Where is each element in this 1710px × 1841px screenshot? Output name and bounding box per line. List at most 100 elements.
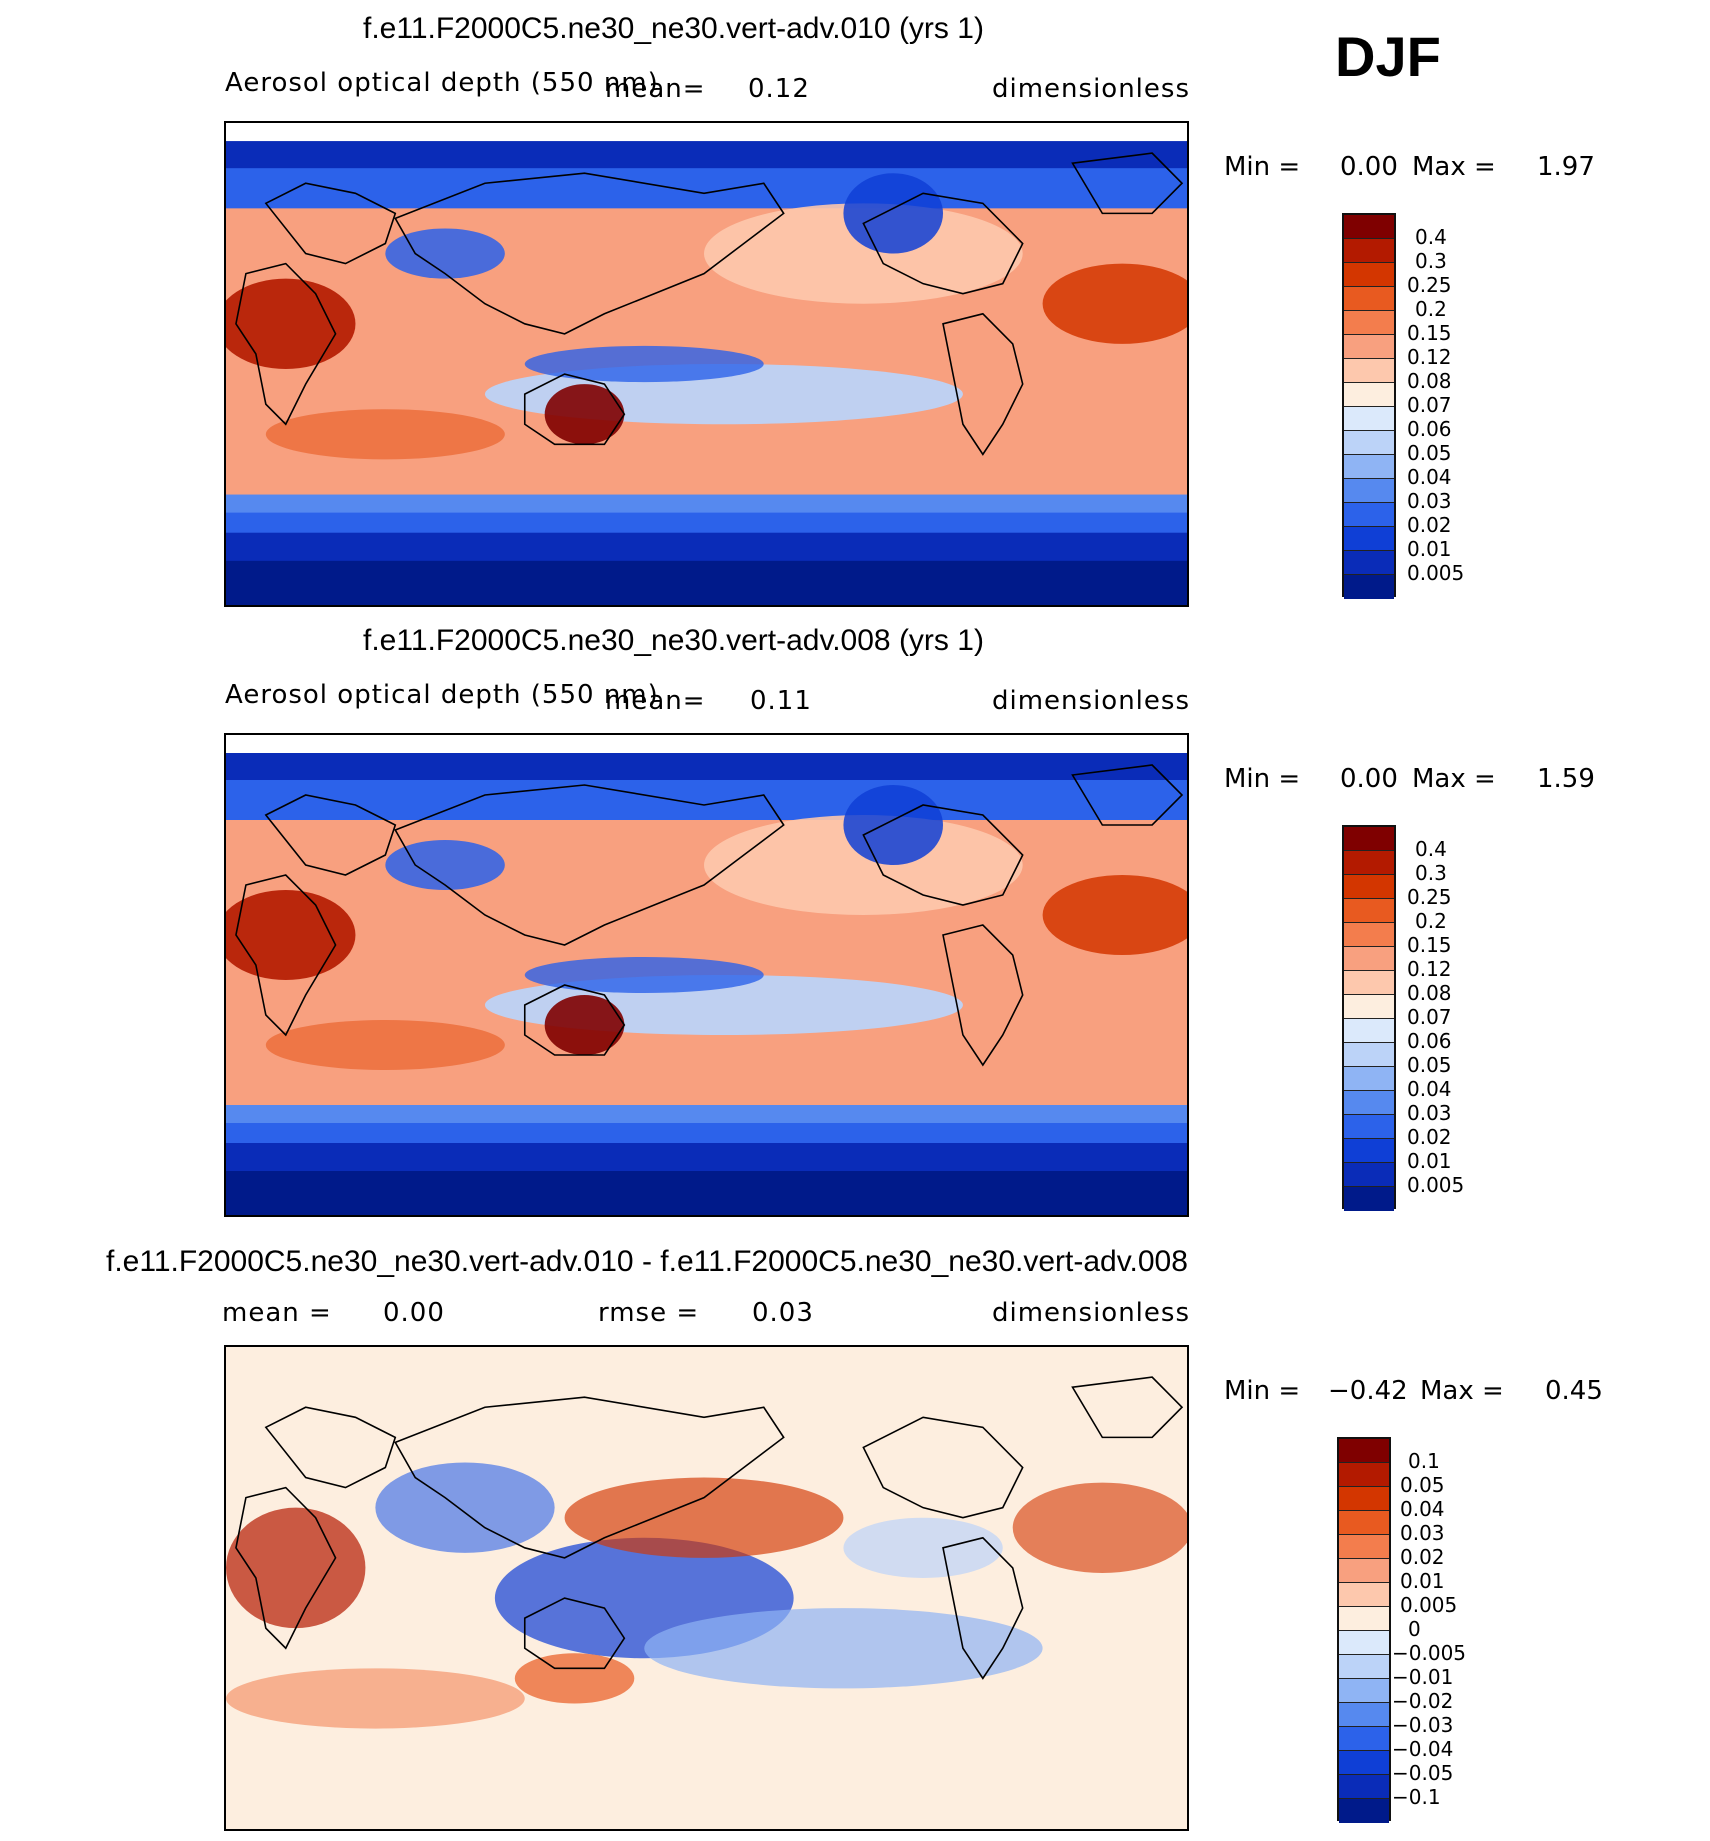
colorbar-swatch: [1339, 1775, 1389, 1799]
coastline: [862, 192, 1024, 295]
colorbar-swatch: [1344, 1019, 1394, 1043]
field-band: [226, 512, 1187, 535]
map-field: [226, 123, 1187, 605]
colorbar-swatch: [1344, 287, 1394, 311]
colorbar-swatch: [1339, 1463, 1389, 1487]
colorbar-swatch: [1339, 1607, 1389, 1631]
colorbar-level-label: 0.15: [1407, 933, 1452, 957]
colorbar-level-label: 0.04: [1407, 1077, 1452, 1101]
panel-3-max-value: 0.45: [1545, 1376, 1603, 1406]
panel-3-mean-value: 0.00: [383, 1298, 445, 1328]
field-contour: [226, 890, 356, 980]
panel-2-max-value: 1.59: [1537, 764, 1595, 794]
colorbar-level-label: 0.2: [1415, 909, 1447, 933]
colorbar-level-label: −0.02: [1392, 1689, 1454, 1713]
colorbar-level-label: 0.4: [1415, 837, 1447, 861]
field-contour: [265, 1020, 505, 1070]
colorbar-level-label: 0.15: [1407, 321, 1452, 345]
field-band: [226, 780, 1187, 820]
field-band: [226, 1123, 1187, 1145]
colorbar-swatch: [1344, 1091, 1394, 1115]
colorbar-swatch: [1344, 971, 1394, 995]
colorbar-swatch: [1344, 407, 1394, 431]
colorbar-level-label: 0.005: [1407, 561, 1465, 585]
map-field: [226, 735, 1187, 1215]
colorbar-swatch: [1339, 1703, 1389, 1727]
colorbar-level-label: 0: [1408, 1617, 1421, 1641]
colorbar-swatch: [1344, 1067, 1394, 1091]
panel-3-colorbar: [1337, 1437, 1391, 1823]
panel-1-map: [224, 121, 1189, 607]
colorbar-level-label: −0.04: [1392, 1737, 1454, 1761]
colorbar-swatch: [1344, 851, 1394, 875]
coastline: [235, 1486, 337, 1650]
field-contour: [843, 785, 944, 865]
colorbar-swatch: [1344, 383, 1394, 407]
colorbar-swatch: [1344, 1115, 1394, 1139]
colorbar-swatch: [1339, 1727, 1389, 1751]
colorbar-level-label: −0.03: [1392, 1713, 1454, 1737]
colorbar-swatch: [1344, 335, 1394, 359]
coastline: [394, 172, 785, 335]
coastline: [264, 182, 397, 265]
field-band: [226, 168, 1187, 209]
colorbar-swatch: [1344, 1187, 1394, 1211]
season-label: DJF: [1335, 25, 1441, 88]
colorbar-swatch: [1339, 1631, 1389, 1655]
colorbar-swatch: [1339, 1487, 1389, 1511]
colorbar-level-label: 0.005: [1400, 1593, 1458, 1617]
colorbar-swatch: [1339, 1655, 1389, 1679]
panel-1-units: dimensionless: [992, 74, 1190, 104]
field-contour: [644, 1608, 1043, 1689]
panel-2-max-label: Max =: [1412, 764, 1496, 794]
coastline: [1071, 1376, 1184, 1439]
colorbar-swatch: [1344, 263, 1394, 287]
colorbar-swatch: [1339, 1439, 1389, 1463]
field-band: [226, 560, 1187, 605]
field-contour: [1042, 263, 1187, 344]
coastline: [523, 1597, 626, 1670]
coastline: [523, 373, 626, 446]
colorbar-level-label: 0.005: [1407, 1173, 1465, 1197]
field-contour: [226, 278, 356, 370]
colorbar-level-label: 0.25: [1407, 885, 1452, 909]
panel-1-max-label: Max =: [1412, 152, 1496, 182]
panel-3-rmse-label: rmse =: [598, 1298, 700, 1328]
colorbar-swatch: [1344, 1043, 1394, 1067]
colorbar-level-label: 0.05: [1400, 1473, 1445, 1497]
colorbar-level-label: 0.04: [1400, 1497, 1445, 1521]
panel-2-mean-value: 0.11: [750, 686, 812, 716]
coastline: [264, 1406, 397, 1489]
colorbar-swatch: [1344, 527, 1394, 551]
colorbar-swatch: [1344, 503, 1394, 527]
field-contour: [704, 203, 1023, 304]
field-band: [226, 1171, 1187, 1215]
field-band: [226, 494, 1187, 515]
colorbar-level-label: 0.2: [1415, 297, 1447, 321]
colorbar-swatch: [1339, 1583, 1389, 1607]
field-contour: [375, 1462, 555, 1553]
coastline: [235, 262, 337, 426]
panel-1-mean-label: mean=: [605, 74, 706, 104]
field-contour: [564, 1477, 844, 1558]
colorbar-level-label: 0.1: [1408, 1449, 1440, 1473]
field-contour: [1012, 1482, 1187, 1573]
colorbar-level-label: −0.005: [1392, 1641, 1467, 1665]
panel-2-min-label: Min =: [1224, 764, 1301, 794]
colorbar-swatch: [1339, 1799, 1389, 1823]
colorbar-level-label: 0.01: [1407, 1149, 1452, 1173]
field-band: [226, 532, 1187, 563]
colorbar-swatch: [1344, 827, 1394, 851]
colorbar-level-label: 0.3: [1415, 249, 1447, 273]
field-band: [226, 141, 1187, 172]
colorbar-swatch: [1344, 311, 1394, 335]
colorbar-level-label: 0.05: [1407, 441, 1452, 465]
panel-2-units: dimensionless: [992, 686, 1190, 716]
coastline: [235, 874, 337, 1037]
colorbar-level-label: 0.05: [1407, 1053, 1452, 1077]
colorbar-swatch: [1344, 875, 1394, 899]
colorbar-swatch: [1339, 1511, 1389, 1535]
colorbar-level-label: 0.12: [1407, 345, 1452, 369]
field-contour: [514, 1653, 635, 1704]
panel-3-rmse-value: 0.03: [752, 1298, 814, 1328]
